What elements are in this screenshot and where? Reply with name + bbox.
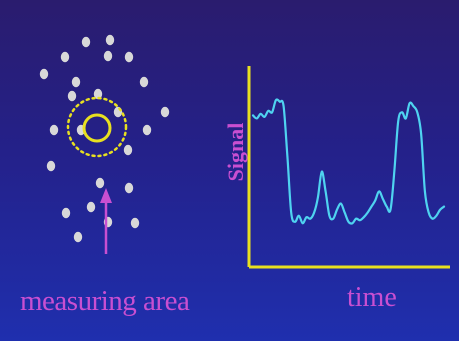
measuring-area-dotted-ring xyxy=(66,96,128,158)
particle-dot xyxy=(142,124,152,136)
particle-dot xyxy=(105,34,115,46)
measuring-area-ring xyxy=(82,113,112,143)
particle-dot xyxy=(113,106,123,118)
particle-dot xyxy=(160,106,170,118)
particle-dot xyxy=(81,36,91,48)
particle-dot xyxy=(124,182,134,194)
particle-dot xyxy=(130,217,140,229)
particle-dot xyxy=(39,68,49,80)
particle-dot xyxy=(60,51,70,63)
particle-group xyxy=(39,34,170,243)
particle-dot xyxy=(71,76,81,88)
particle-dot xyxy=(123,144,133,156)
y-axis-label: Signal xyxy=(223,122,248,182)
particle-dot xyxy=(73,231,83,243)
particle-dot xyxy=(86,201,96,213)
x-axis-label: time xyxy=(347,282,397,313)
particle-dot xyxy=(93,88,103,100)
particle-dot xyxy=(124,51,134,63)
particle-dot xyxy=(61,207,71,219)
particle-dot xyxy=(46,160,56,172)
measuring-area-arrow-head xyxy=(100,188,112,203)
measuring-area-label: measuring area xyxy=(20,285,190,317)
particle-dot xyxy=(139,76,149,88)
particle-dot xyxy=(67,90,77,102)
signal-trace-line xyxy=(251,98,446,225)
particle-dot xyxy=(103,50,113,62)
particle-dot xyxy=(49,124,59,136)
particle-dot xyxy=(95,177,105,189)
